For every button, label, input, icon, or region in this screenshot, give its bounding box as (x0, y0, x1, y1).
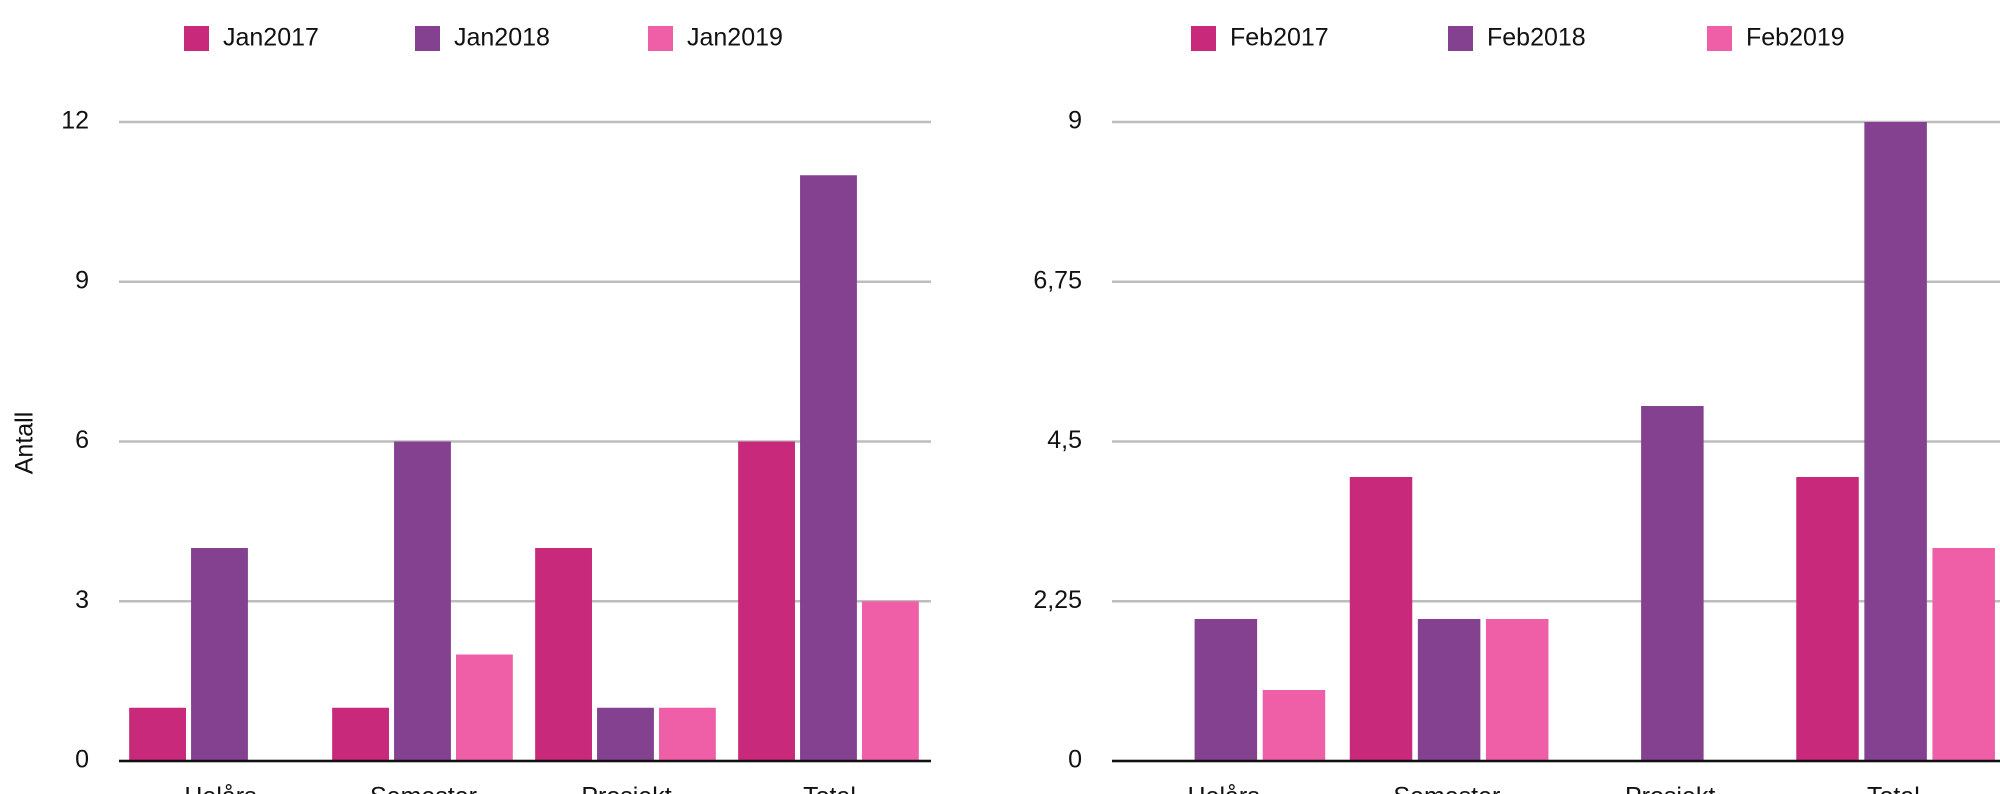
y-tick-label: 9 (1068, 107, 1082, 135)
legend-label: Jan2018 (454, 24, 550, 52)
x-tick-label: Helårs (1188, 783, 1260, 794)
x-tick-label: Total (1867, 783, 1920, 794)
x-tick-label: Semester (370, 783, 477, 794)
bar (332, 707, 389, 761)
bar (1417, 619, 1481, 761)
y-tick-label: 0 (75, 746, 89, 774)
legend-swatch (1448, 26, 1473, 51)
legend-swatch (1707, 26, 1732, 51)
y-tick-label: 2,25 (1033, 586, 1082, 614)
bar (1796, 477, 1859, 761)
bar (1932, 548, 1995, 761)
legend-swatch (648, 26, 673, 51)
bar (800, 175, 857, 761)
legend-swatch (1191, 26, 1216, 51)
bar (394, 441, 451, 761)
bar (455, 654, 513, 761)
y-tick-label: 4,5 (1047, 426, 1082, 454)
bar (1194, 619, 1258, 761)
x-tick-label: Total (803, 783, 856, 794)
x-tick-label: Prosjekt (1625, 783, 1715, 794)
bar (1641, 406, 1704, 761)
x-tick-label: Prosjekt (581, 783, 671, 794)
legend-label: Feb2017 (1230, 24, 1329, 52)
bar (191, 548, 248, 761)
y-tick-label: 12 (61, 107, 89, 135)
bar (597, 707, 654, 761)
y-tick-label: 0 (1068, 746, 1082, 774)
bar (861, 601, 919, 761)
legend-swatch (184, 26, 209, 51)
y-tick-label: 9 (75, 266, 89, 294)
legend-label: Feb2019 (1746, 24, 1845, 52)
y-tick-label: 3 (75, 586, 89, 614)
bar (658, 707, 716, 761)
bar (1864, 122, 1927, 761)
y-axis-label: Antall (11, 412, 39, 475)
bar (535, 548, 592, 761)
bar (129, 707, 186, 761)
bar (1262, 690, 1326, 761)
legend-label: Feb2018 (1487, 24, 1586, 52)
y-tick-label: 6,75 (1033, 266, 1082, 294)
legend-label: Jan2017 (223, 24, 319, 52)
x-tick-label: Semester (1393, 783, 1500, 794)
bar (1485, 619, 1549, 761)
y-tick-label: 6 (75, 426, 89, 454)
bar (738, 441, 795, 761)
bar (1349, 477, 1413, 761)
legend-swatch (415, 26, 440, 51)
x-tick-label: Helårs (184, 783, 256, 794)
legend-label: Jan2019 (687, 24, 783, 52)
